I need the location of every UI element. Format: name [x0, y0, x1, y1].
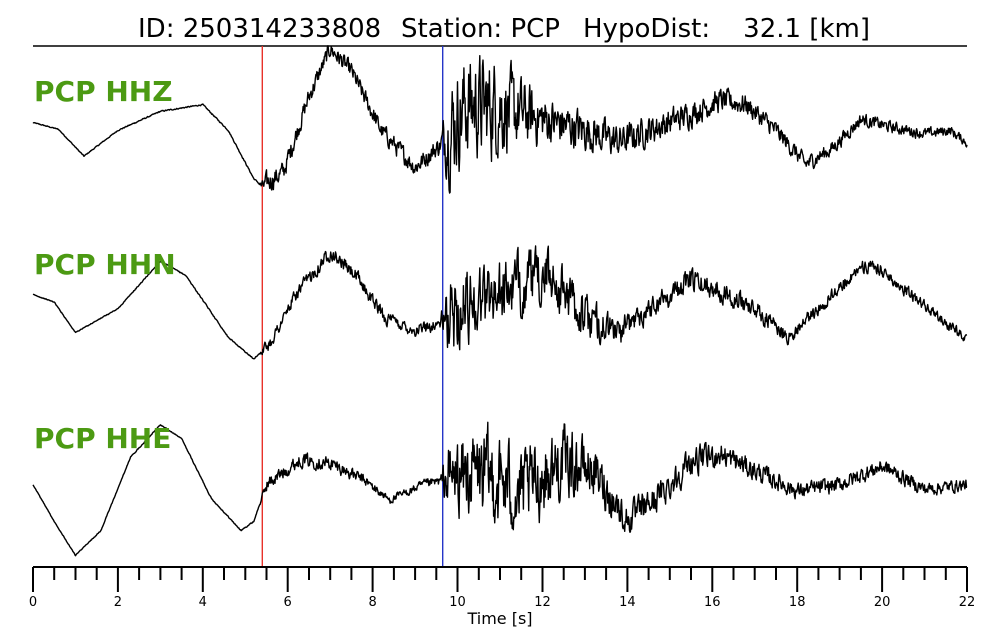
trace-pcp-hhn	[32, 245, 968, 360]
time-axis: 0 2 4 6 8 10 12 14 16 18 20 22 Time [s]	[29, 566, 975, 628]
tick-label: 10	[449, 595, 466, 610]
channel-label-pcp-hhn: PCP HHN	[34, 248, 176, 281]
tick-label: 14	[619, 595, 636, 610]
tick-label: 22	[959, 595, 976, 610]
tick-label: 18	[789, 595, 806, 610]
time-axis-ticks: 0 2 4 6 8 10 12 14 16 18 20 22	[29, 567, 975, 610]
trace-pcp-hhz	[32, 45, 968, 194]
tick-label: 2	[114, 595, 122, 610]
tick-label: 12	[534, 595, 551, 610]
tick-label: 4	[199, 595, 207, 610]
tick-label: 6	[284, 595, 292, 610]
channel-labels: PCP HHZ PCP HHN PCP HHE	[34, 75, 176, 455]
tick-label: 16	[704, 595, 721, 610]
title-event-id: ID: 250314233808	[138, 14, 381, 44]
tick-label: 20	[874, 595, 891, 610]
channel-label-pcp-hhe: PCP HHE	[34, 422, 171, 455]
x-axis-label: Time [s]	[466, 609, 532, 628]
waveform-traces	[32, 45, 968, 557]
tick-label: 8	[368, 595, 376, 610]
channel-label-pcp-hhz: PCP HHZ	[34, 75, 173, 108]
tick-label: 0	[29, 595, 37, 610]
trace-pcp-hhe	[32, 421, 968, 557]
figure-title: ID: 250314233808 Station: PCP HypoDist: …	[138, 14, 870, 44]
title-station: Station: PCP	[401, 14, 560, 44]
title-hypodist: HypoDist: 32.1 [km]	[583, 14, 870, 44]
